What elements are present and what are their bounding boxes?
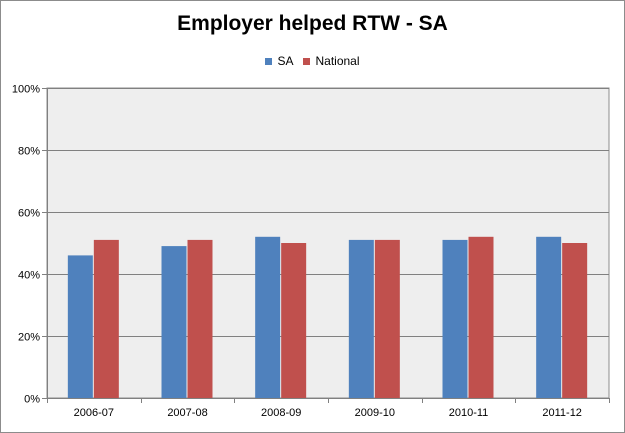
legend-label-sa: SA <box>277 54 294 68</box>
x-tick-label: 2011-12 <box>542 407 582 419</box>
y-tick-label: 0% <box>24 394 40 406</box>
legend: SA National <box>0 54 625 68</box>
bar-sa-2010-11 <box>442 239 468 398</box>
y-tick-label: 100% <box>12 84 40 96</box>
y-tick-label: 80% <box>18 146 40 158</box>
bar-sa-2007-08 <box>161 246 187 398</box>
chart-title: Employer helped RTW - SA <box>177 12 448 35</box>
bar-national-2010-11 <box>468 236 494 398</box>
bar-national-2011-12 <box>562 243 588 398</box>
x-tick-label: 2010-11 <box>449 407 489 419</box>
bar-national-2006-07 <box>93 239 119 398</box>
y-tick-label: 20% <box>18 332 40 344</box>
x-tick-label: 2009-10 <box>355 407 395 419</box>
bar-national-2008-09 <box>281 243 307 398</box>
legend-item-national: National <box>303 54 360 68</box>
bar-sa-2009-10 <box>348 239 374 398</box>
legend-swatch-national <box>303 57 311 65</box>
legend-label-national: National <box>315 54 360 68</box>
bar-sa-2011-12 <box>536 236 562 398</box>
x-tick-label: 2006-07 <box>74 407 114 419</box>
bar-sa-2006-07 <box>67 255 93 398</box>
plot-area <box>46 87 610 399</box>
legend-item-sa: SA <box>265 54 293 68</box>
y-tick-label: 40% <box>18 270 40 282</box>
x-tick-label: 2008-09 <box>261 407 301 419</box>
bar-national-2009-10 <box>374 239 400 398</box>
bar-national-2007-08 <box>187 239 213 398</box>
y-tick-label: 60% <box>18 208 40 220</box>
x-tick-label: 2007-08 <box>167 407 207 419</box>
bar-sa-2008-09 <box>255 236 281 398</box>
legend-swatch-sa <box>265 57 273 65</box>
